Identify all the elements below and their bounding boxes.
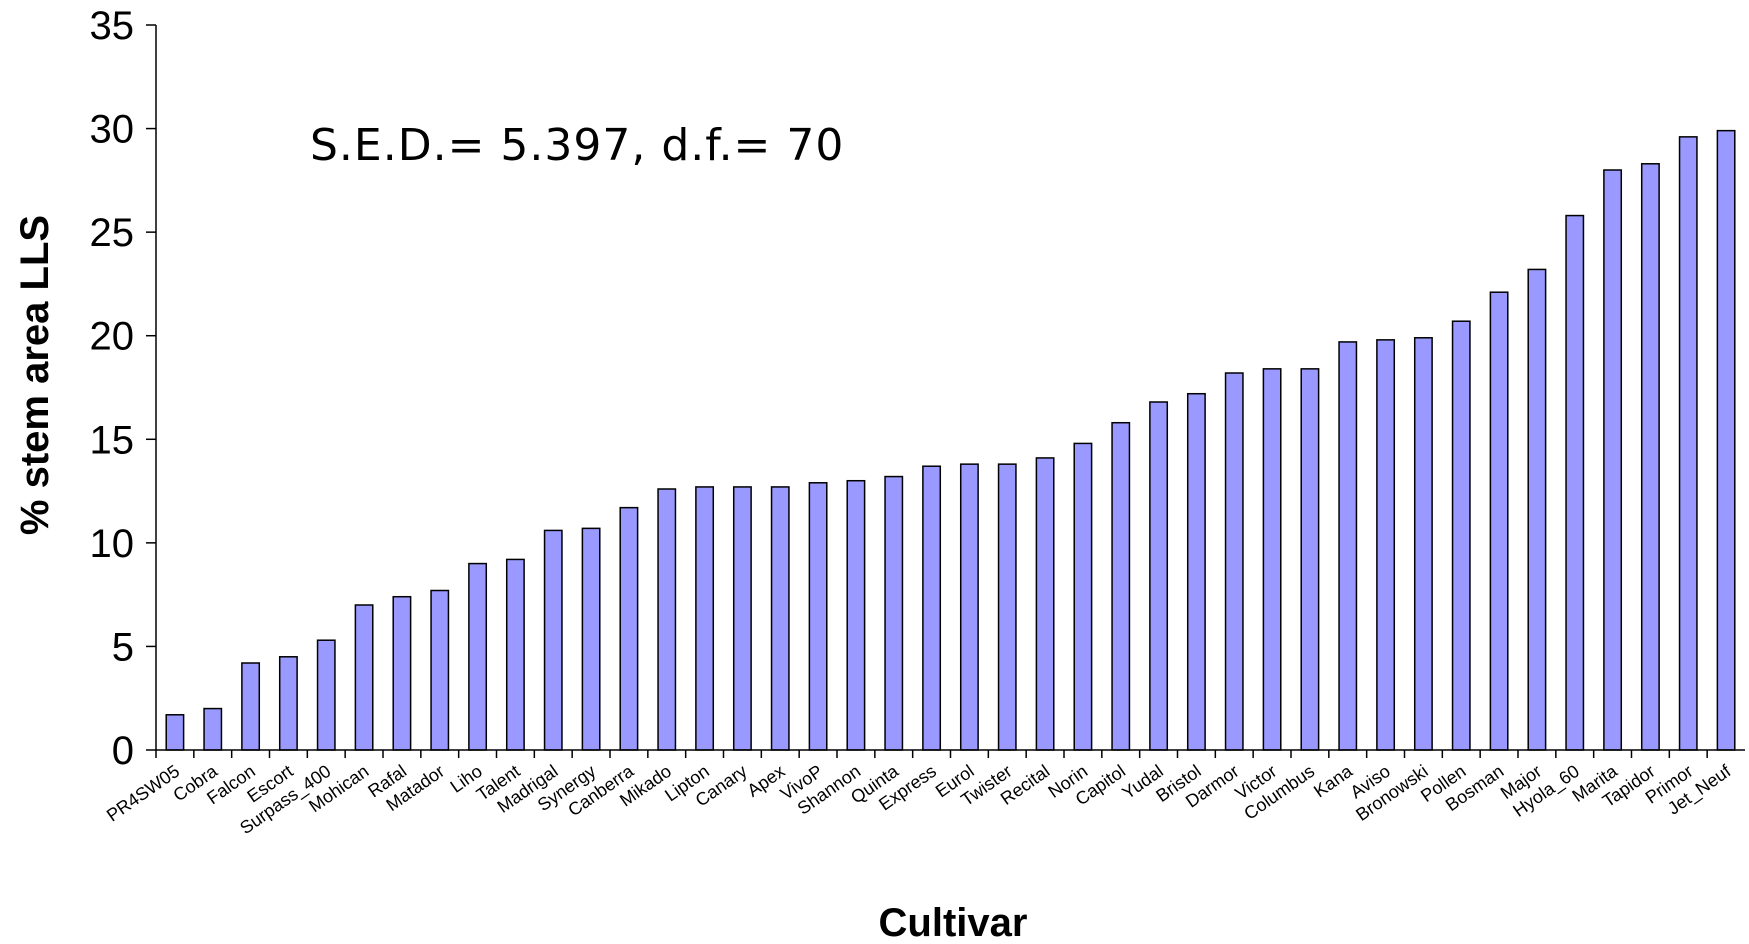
bar-victor [1262, 368, 1282, 751]
bar-hyola-60 [1565, 214, 1585, 751]
bar-express [922, 465, 942, 751]
y-axis-ticks: 0 5 10 15 20 25 30 35 [90, 4, 156, 773]
bar-falcon [241, 662, 261, 751]
bar-matador [430, 589, 450, 751]
bar-quinta [884, 475, 904, 751]
bar-mikado [657, 488, 677, 751]
bar-kana [1338, 341, 1358, 751]
y-tick-label: 0 [112, 729, 134, 773]
y-tick-label: 25 [90, 211, 135, 255]
y-axis-title: % stem area LLS [13, 215, 57, 535]
bar-pollen [1451, 320, 1471, 751]
bar-mohican [354, 604, 374, 751]
bar-synergy [581, 527, 601, 751]
bar-yudal [1149, 401, 1169, 751]
bar-eurol [959, 463, 979, 751]
bar-recital [1035, 457, 1055, 751]
bar-bronowski [1413, 337, 1433, 751]
bar-liho [468, 562, 488, 751]
bar-norin [1073, 442, 1093, 751]
bar-tapidor [1640, 163, 1660, 751]
bar-columbus [1300, 368, 1320, 751]
bar-talent [505, 558, 525, 751]
bar-apex [770, 486, 790, 751]
bar-lipton [695, 486, 715, 751]
bar-escort [278, 656, 298, 751]
bar-primor [1678, 136, 1698, 751]
bar-jet-neuf [1716, 129, 1736, 751]
bar-shannon [846, 479, 866, 751]
bar-madrigal [543, 529, 563, 751]
bar-surpass-400 [316, 639, 336, 751]
bar-canberra [619, 506, 639, 751]
y-tick-label: 20 [90, 315, 135, 359]
x-tick-label: Kana [1310, 760, 1357, 801]
bar-darmor [1224, 372, 1244, 751]
bar-bosman [1489, 291, 1509, 751]
bar-canary [732, 486, 752, 751]
x-axis-title: Cultivar [879, 901, 1028, 944]
y-tick-label: 5 [112, 625, 134, 669]
sed-annotation: S.E.D.= 5.397, d.f.= 70 [310, 120, 844, 171]
bar-vivop [808, 482, 828, 751]
bar-cobra [203, 707, 223, 751]
bar-marita [1603, 169, 1623, 751]
bars-group [165, 129, 1736, 751]
bar-twister [997, 463, 1017, 751]
y-tick-label: 30 [90, 108, 135, 152]
bar-rafal [392, 595, 412, 751]
bar-pr4sw05 [165, 714, 185, 751]
bar-capitol [1111, 421, 1131, 751]
bar-bristol [1186, 392, 1206, 751]
y-tick-label: 35 [90, 4, 135, 48]
bar-major [1527, 268, 1547, 751]
bar-aviso [1376, 339, 1396, 751]
y-tick-label: 15 [90, 418, 135, 462]
x-axis-tick-labels: PR4SW05CobraFalconEscortSurpass_400Mohic… [103, 750, 1736, 839]
y-tick-label: 10 [90, 522, 135, 566]
